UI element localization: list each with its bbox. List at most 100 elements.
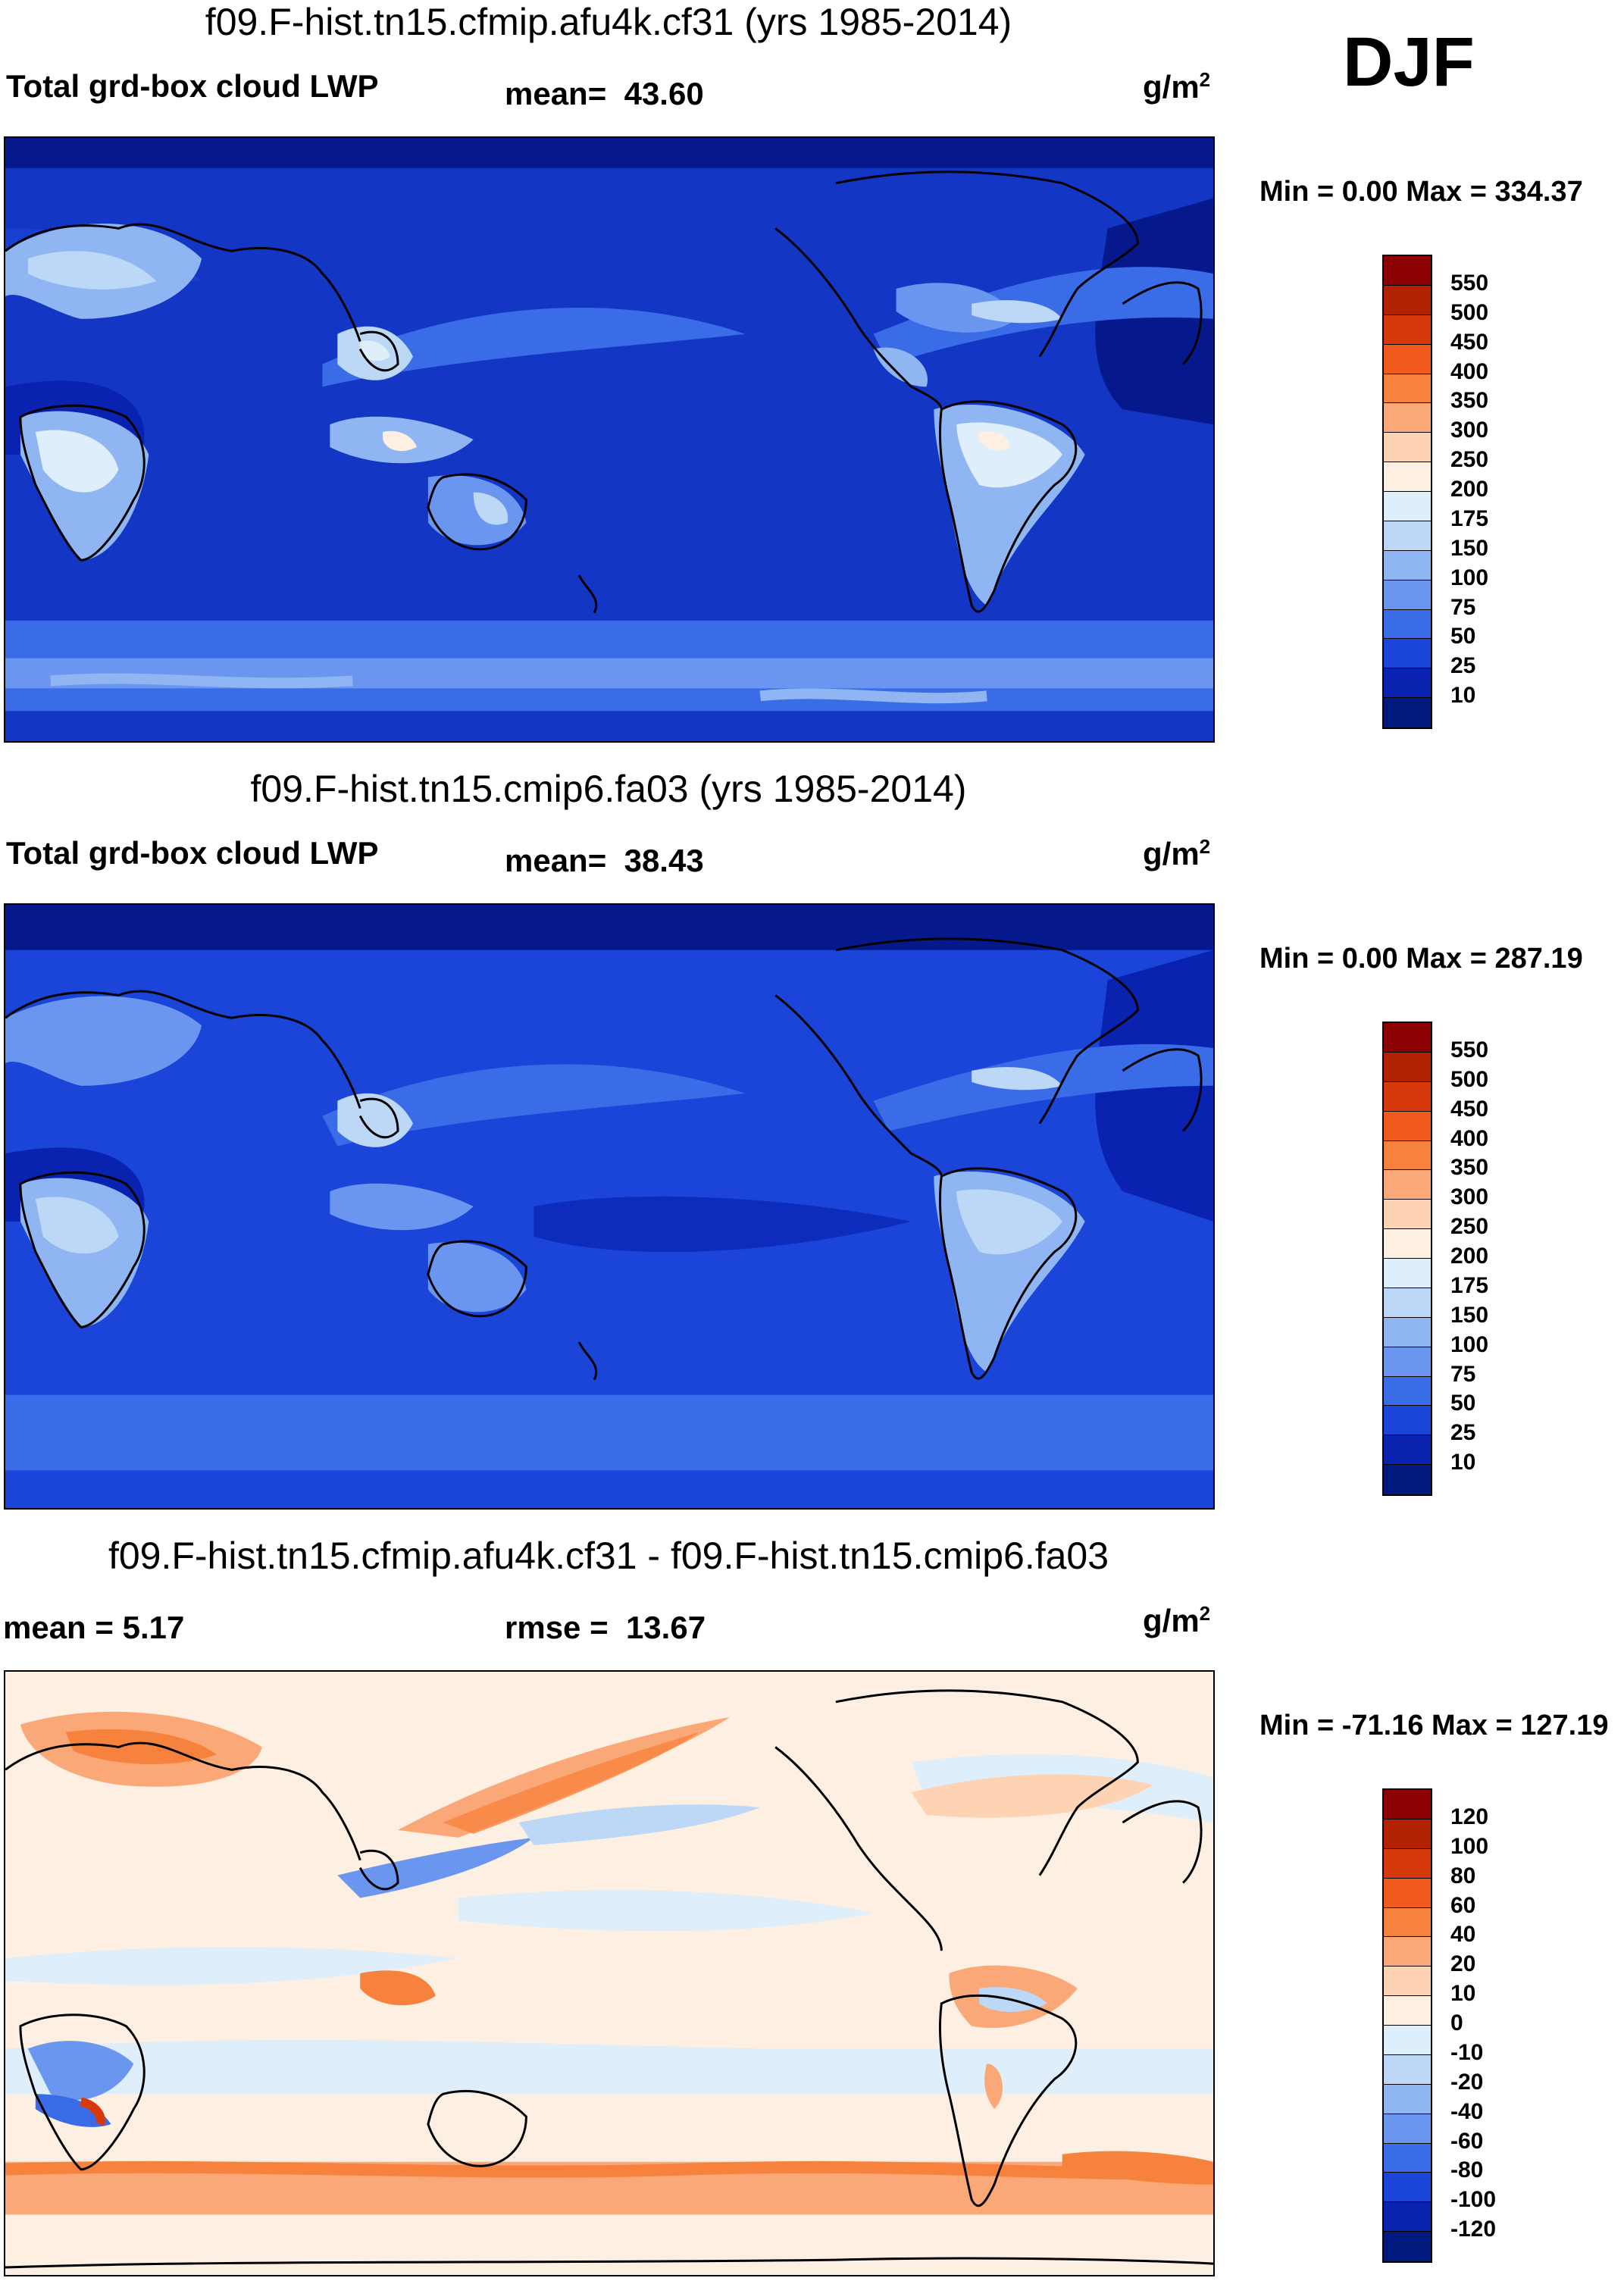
colorbar-swatch [1384, 698, 1431, 727]
colorbar-swatch [1384, 1347, 1431, 1377]
colorbar-swatch [1384, 1023, 1431, 1053]
colorbar-tick-label: 0 [1450, 2010, 1463, 2035]
colorbar-tick-label: -100 [1450, 2187, 1497, 2213]
panel-1-colorbar-ticks: 550 500 450 400 350 300 250 200 175 150 100 75 50 25 1… [1450, 255, 1541, 729]
colorbar-swatch [1384, 1790, 1431, 1819]
colorbar-tick-label: 20 [1450, 1951, 1476, 1977]
colorbar-swatch [1384, 492, 1431, 521]
colorbar-swatch [1384, 1140, 1431, 1171]
colorbar-swatch [1384, 668, 1431, 699]
colorbar-tick-label: 350 [1450, 388, 1489, 414]
colorbar-swatch [1384, 1200, 1431, 1230]
colorbar-tick-label: 100 [1450, 1331, 1489, 1357]
colorbar-swatch [1384, 462, 1431, 492]
panel-3-units: g/m2 [1143, 1602, 1211, 1638]
colorbar-tick-label: 400 [1450, 358, 1489, 384]
colorbar-swatch [1384, 433, 1431, 463]
colorbar-tick-label: 80 [1450, 1863, 1476, 1888]
colorbar-swatch [1384, 2143, 1431, 2173]
colorbar-swatch [1384, 609, 1431, 640]
panel-3-colorbar-ticks: 120 100 80 60 40 20 10 0 -10 -20 -40 -60 -80 -100 -120 [1450, 1788, 1541, 2263]
colorbar-swatch [1384, 403, 1431, 433]
colorbar-swatch [1384, 1170, 1431, 1200]
colorbar-swatch [1384, 2054, 1431, 2085]
colorbar-tick-label: 500 [1450, 1066, 1489, 1092]
colorbar-tick-label: 250 [1450, 447, 1489, 473]
panel-1-colorbar [1382, 255, 1432, 729]
panel-2-colorbar-ticks: 550 500 450 400 350 300 250 200 175 150 100 75 50 25 1… [1450, 1022, 1541, 1496]
colorbar-swatch [1384, 1081, 1431, 1112]
panel-2-variable-label: Total grd-box cloud LWP [6, 835, 379, 871]
colorbar-tick-label: 100 [1450, 1833, 1489, 1859]
panel-3-minmax: Min = -71.16 Max = 127.19 [1259, 1710, 1609, 1741]
colorbar-swatch [1384, 2026, 1431, 2055]
colorbar-tick-label: 25 [1450, 653, 1476, 679]
colorbar-tick-label: -60 [1450, 2128, 1484, 2154]
colorbar-tick-label: 500 [1450, 299, 1489, 325]
panel-1-units: g/m2 [1143, 68, 1211, 105]
panel-2-colorbar [1382, 1022, 1432, 1496]
colorbar-swatch [1384, 374, 1431, 404]
colorbar-swatch [1384, 1259, 1431, 1288]
colorbar-tick-label: -20 [1450, 2069, 1484, 2095]
colorbar-tick-label: 200 [1450, 1244, 1489, 1269]
season-label: DJF [1343, 23, 1475, 101]
colorbar-tick-label: 450 [1450, 329, 1489, 355]
colorbar-swatch [1384, 1848, 1431, 1879]
colorbar-tick-label: 10 [1450, 683, 1476, 709]
colorbar-tick-label: -40 [1450, 2098, 1484, 2124]
colorbar-tick-label: 300 [1450, 1184, 1489, 1210]
colorbar-tick-label: -10 [1450, 2039, 1484, 2065]
colorbar-swatch [1384, 1465, 1431, 1494]
colorbar-tick-label: 150 [1450, 535, 1489, 561]
colorbar-swatch [1384, 1376, 1431, 1406]
colorbar-swatch [1384, 2202, 1431, 2233]
colorbar-swatch [1384, 1937, 1431, 1967]
colorbar-tick-label: 450 [1450, 1096, 1489, 1122]
colorbar-swatch [1384, 1967, 1431, 1997]
colorbar-swatch [1384, 580, 1431, 610]
colorbar-tick-label: 120 [1450, 1804, 1489, 1829]
colorbar-tick-label: 100 [1450, 565, 1489, 590]
colorbar-tick-label: 175 [1450, 1272, 1489, 1298]
panel-3-title: f09.F-hist.tn15.cfmip.afu4k.cf31 - f09.F… [108, 1535, 1109, 1577]
colorbar-tick-label: 350 [1450, 1155, 1489, 1181]
colorbar-tick-label: 550 [1450, 1037, 1489, 1062]
colorbar-tick-label: 75 [1450, 1361, 1476, 1387]
colorbar-swatch [1384, 550, 1431, 580]
panel-3-map [4, 1670, 1215, 2276]
colorbar-tick-label: 50 [1450, 1391, 1476, 1416]
colorbar-tick-label: 75 [1450, 594, 1476, 620]
colorbar-swatch [1384, 1406, 1431, 1436]
panel-2-mean-label: mean= 38.43 [505, 843, 704, 878]
colorbar-swatch [1384, 1111, 1431, 1141]
panel-3-rmse-label: rmse = 13.67 [505, 1610, 706, 1645]
colorbar-swatch [1384, 1229, 1431, 1259]
colorbar-tick-label: 10 [1450, 1981, 1476, 2007]
colorbar-swatch [1384, 285, 1431, 315]
colorbar-swatch [1384, 1878, 1431, 1908]
panel-2-minmax: Min = 0.00 Max = 287.19 [1259, 943, 1583, 975]
colorbar-tick-label: 25 [1450, 1420, 1476, 1446]
panel-2-units: g/m2 [1143, 835, 1211, 871]
panel-1-variable-label: Total grd-box cloud LWP [6, 68, 379, 104]
colorbar-tick-label: 10 [1450, 1450, 1476, 1475]
colorbar-tick-label: 250 [1450, 1214, 1489, 1240]
colorbar-tick-label: 550 [1450, 270, 1489, 296]
colorbar-swatch [1384, 2173, 1431, 2203]
colorbar-swatch [1384, 1288, 1431, 1318]
colorbar-tick-label: 50 [1450, 624, 1476, 649]
colorbar-swatch [1384, 314, 1431, 345]
colorbar-swatch [1384, 2084, 1431, 2114]
colorbar-swatch [1384, 1819, 1431, 1849]
colorbar-swatch [1384, 1996, 1431, 2026]
panel-3-colorbar [1382, 1788, 1432, 2263]
colorbar-swatch [1384, 2232, 1431, 2261]
panel-3-mean-label: mean = 5.17 [3, 1610, 185, 1645]
colorbar-tick-label: 60 [1450, 1892, 1476, 1918]
colorbar-swatch [1384, 1052, 1431, 1082]
panel-2-title: f09.F-hist.tn15.cmip6.fa03 (yrs 1985-201… [250, 768, 967, 810]
colorbar-swatch [1384, 2114, 1431, 2144]
colorbar-tick-label: 40 [1450, 1922, 1476, 1948]
panel-1-map [4, 136, 1215, 743]
